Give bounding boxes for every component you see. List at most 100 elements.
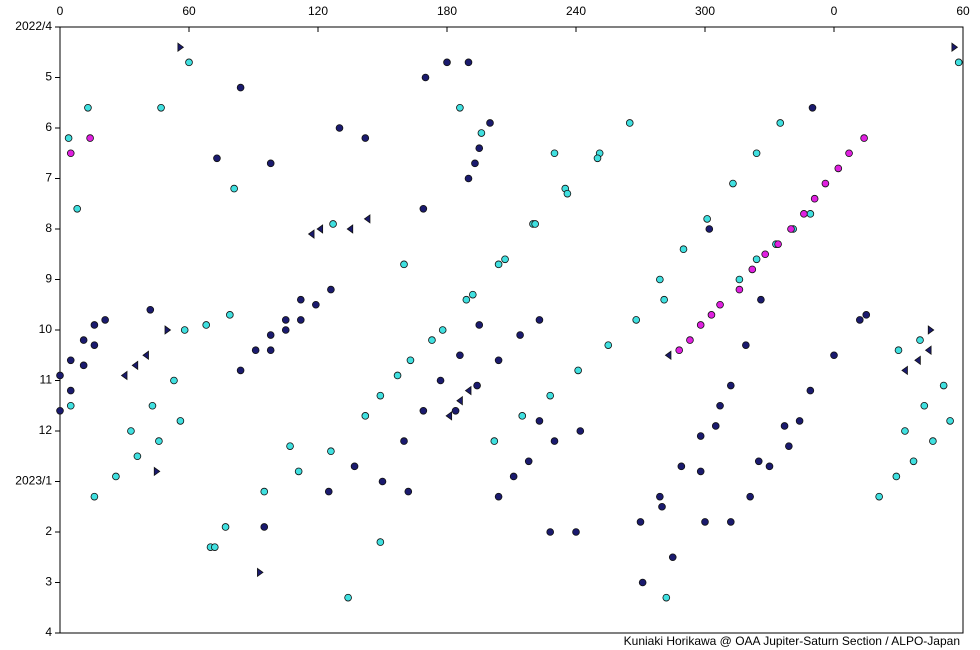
point <box>56 371 64 380</box>
point <box>746 492 754 501</box>
y-tick-label: 7 <box>45 171 52 185</box>
point <box>686 336 694 344</box>
point <box>862 311 871 319</box>
point <box>765 462 774 471</box>
point <box>787 225 795 233</box>
point <box>546 391 554 400</box>
point <box>90 341 99 349</box>
point <box>845 149 853 158</box>
point <box>202 321 211 329</box>
point <box>260 487 269 496</box>
point <box>711 422 720 430</box>
point <box>795 417 804 425</box>
point <box>806 386 815 395</box>
point <box>524 457 533 466</box>
point <box>939 381 948 390</box>
point <box>757 295 765 304</box>
point <box>752 149 761 158</box>
point <box>294 467 303 476</box>
y-tick-label: 5 <box>45 70 52 84</box>
point <box>90 492 99 501</box>
point <box>494 356 503 365</box>
point <box>604 341 613 349</box>
point <box>535 316 544 324</box>
triangle-point <box>177 42 185 52</box>
point <box>473 381 481 390</box>
point <box>946 417 954 425</box>
point <box>726 518 735 526</box>
point <box>574 366 582 375</box>
triangle-point <box>456 395 463 406</box>
point <box>901 427 909 435</box>
point <box>146 305 155 314</box>
point <box>531 220 539 228</box>
point <box>716 300 724 309</box>
point <box>625 119 634 127</box>
point <box>211 543 219 551</box>
point <box>656 492 664 501</box>
point <box>329 220 337 228</box>
point <box>632 316 640 324</box>
point <box>438 326 447 334</box>
y-tick-label: 12 <box>39 423 53 437</box>
plot-frame <box>59 26 964 634</box>
point <box>436 376 445 385</box>
point <box>705 225 714 233</box>
x-tick-label: 120 <box>308 4 328 18</box>
point <box>112 472 120 481</box>
point <box>735 275 744 284</box>
point <box>800 210 808 218</box>
point <box>286 442 294 450</box>
triangle-point <box>445 411 453 421</box>
x-tick-label: 60 <box>182 4 196 18</box>
point <box>66 149 75 158</box>
point <box>266 159 275 168</box>
point <box>535 417 544 425</box>
point <box>785 442 793 450</box>
point <box>230 184 238 193</box>
triangle-point <box>316 224 324 234</box>
point <box>296 316 305 324</box>
point <box>376 538 385 546</box>
point <box>133 452 142 461</box>
point <box>335 124 344 132</box>
point <box>830 351 838 360</box>
point <box>213 154 221 163</box>
triangle-point <box>664 350 672 361</box>
point <box>378 477 387 486</box>
point <box>716 401 724 410</box>
y-tick-label: 10 <box>39 322 53 336</box>
point <box>86 134 94 142</box>
triangle-point <box>924 345 932 355</box>
point <box>236 83 245 92</box>
point <box>550 149 559 158</box>
y-tick-label: 2022/4 <box>15 19 52 33</box>
point <box>703 215 711 223</box>
triangle-point <box>914 355 921 366</box>
point <box>350 462 359 471</box>
point <box>668 553 677 562</box>
point <box>361 412 370 420</box>
y-tick-label: 4 <box>45 625 52 639</box>
point <box>774 240 782 248</box>
point <box>251 346 260 355</box>
triangle-point <box>307 229 315 239</box>
point <box>73 205 81 213</box>
point <box>260 523 269 531</box>
point <box>176 417 185 425</box>
point <box>509 472 518 481</box>
point <box>404 487 413 496</box>
point <box>860 134 868 142</box>
point <box>464 58 473 67</box>
point <box>494 492 503 501</box>
point <box>916 336 924 344</box>
y-tick-label: 9 <box>45 272 52 286</box>
point <box>101 316 109 324</box>
point <box>660 295 668 304</box>
point <box>419 406 428 415</box>
point <box>894 346 903 355</box>
y-tick-label: 6 <box>45 120 52 134</box>
credit: Kuniaki Horikawa @ OAA Jupiter-Saturn Se… <box>624 634 960 648</box>
point <box>226 311 234 319</box>
triangle-point <box>927 325 935 335</box>
